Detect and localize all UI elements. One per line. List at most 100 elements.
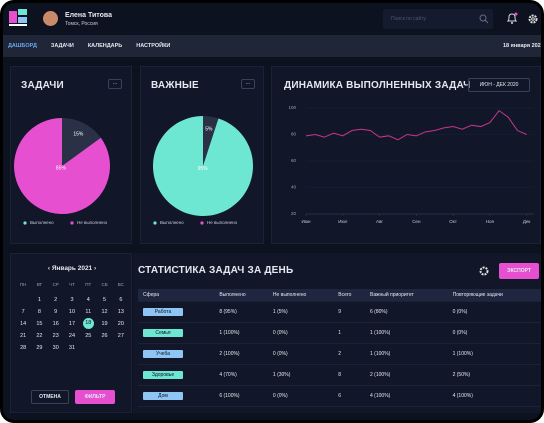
day[interactable]: 10 — [68, 309, 76, 315]
logo[interactable] — [8, 9, 28, 27]
cell-text: 2 (100%) — [370, 371, 391, 378]
day[interactable]: 15 — [36, 321, 43, 327]
y-tick-label: 40 — [291, 185, 297, 190]
cell-text: 4 (70%) — [219, 371, 237, 378]
day[interactable]: 11 — [85, 309, 92, 315]
cell: 6 (100%) — [214, 385, 268, 407]
cell-text: 6 — [338, 392, 342, 399]
header-cell: Всего — [333, 289, 366, 302]
day[interactable]: 31 — [68, 345, 76, 351]
day[interactable]: 2 — [54, 297, 58, 303]
cell-text: 4 (100%) — [370, 392, 391, 399]
range-button[interactable]: ИЮН - ДЕК 2020 — [468, 78, 530, 92]
bell-icon[interactable] — [506, 12, 518, 25]
cell-text: 1 (5%) — [272, 308, 288, 315]
day[interactable]: 29 — [36, 345, 43, 351]
day[interactable]: 28 — [20, 345, 27, 351]
prev-month[interactable]: ‹ — [47, 265, 50, 272]
cell-text: 1 (100%) — [370, 329, 391, 336]
sphere-tag: Дом — [143, 391, 183, 400]
weekday: ВТ — [36, 282, 43, 287]
day[interactable]: 18 — [82, 318, 94, 329]
cell-text: 0 (0%) — [272, 329, 288, 336]
more-button[interactable]: ··· — [108, 79, 122, 89]
nav-item[interactable]: ДАШБОРД — [8, 43, 37, 49]
settings-icon[interactable] — [527, 13, 539, 25]
panel-title: ЗАДАЧИ — [21, 80, 64, 91]
slice-label: 5% — [205, 126, 213, 132]
y-tick-label: 20 — [291, 211, 297, 216]
cell-text: 1 (100%) — [219, 329, 240, 336]
day[interactable]: 5 — [103, 297, 107, 303]
day[interactable]: 30 — [52, 345, 59, 351]
day[interactable]: 12 — [101, 309, 108, 315]
cell: 0 (0%) — [267, 385, 334, 407]
day[interactable]: 4 — [86, 297, 90, 303]
cell: 1 (100%) — [365, 343, 448, 365]
table-title: СТАТИСТИКА ЗАДАЧ ЗА ДЕНЬ — [138, 265, 294, 276]
day[interactable]: 25 — [85, 333, 92, 339]
cell: 0 (0%) — [447, 301, 541, 323]
avatar[interactable] — [43, 11, 58, 26]
cell-text: 2 (50%) — [452, 371, 471, 378]
stats-table: Сфера Выполнено Не выполнено Всего Важный пр… — [138, 289, 541, 407]
day[interactable]: 13 — [117, 309, 124, 315]
cell: 1 (100%) — [447, 343, 541, 365]
cell: 2 (100%) — [214, 343, 268, 365]
legend-label: Выполнено — [30, 220, 54, 225]
legend-dot — [70, 221, 74, 225]
day[interactable]: 9 — [54, 309, 58, 315]
cell-text: 1 (30%) — [272, 371, 291, 378]
settings-icon[interactable] — [478, 265, 490, 277]
cell-text: 0 (0%) — [272, 392, 288, 399]
day[interactable]: 14 — [20, 321, 27, 327]
more-button[interactable]: ··· — [241, 79, 255, 89]
cancel-button[interactable]: ОТМЕНА — [31, 390, 69, 404]
weekday: ПН — [19, 282, 27, 287]
day[interactable]: 6 — [119, 297, 123, 303]
day[interactable]: 26 — [101, 333, 108, 339]
day[interactable]: 19 — [101, 321, 108, 327]
export-button[interactable]: ЭКСПОРТ — [499, 263, 539, 279]
sphere-tag: Семья — [143, 328, 183, 337]
day[interactable]: 20 — [117, 321, 124, 327]
x-tick-label: Ноя — [486, 219, 495, 224]
day[interactable]: 21 — [20, 333, 27, 339]
cell: 1 (5%) — [267, 301, 334, 323]
row: Дом 6 (100%) 0 (0%) 6 4 (100%) 4 (100%) — [138, 385, 541, 407]
search-box[interactable]: Поиск по сайту — [383, 9, 493, 29]
cell: 4 (100%) — [365, 385, 448, 407]
next-month[interactable]: › — [93, 265, 97, 272]
weekday: ЧТ — [69, 282, 75, 287]
nav-item[interactable]: НАСТРОЙКИ — [136, 43, 171, 49]
cell: Здоровье — [138, 364, 215, 386]
panel-title: ДИНАМИКА ВЫПОЛНЕННЫХ ЗАДАЧ — [284, 80, 471, 91]
nav-item[interactable]: КАЛЕНДАРЬ — [87, 43, 123, 49]
day[interactable]: 23 — [52, 333, 59, 339]
slice-label: 85% — [56, 165, 67, 171]
weekday: СР — [52, 282, 59, 287]
day[interactable]: 3 — [70, 297, 74, 303]
cell: 9 — [333, 301, 366, 323]
day[interactable]: 17 — [68, 321, 76, 327]
cell-text: 8 — [338, 371, 342, 378]
day[interactable]: 24 — [68, 333, 76, 339]
x-tick-label: Окт — [449, 219, 457, 224]
cell: 1 (100%) — [365, 322, 448, 344]
day[interactable]: 1 — [37, 297, 41, 303]
nav-item[interactable]: ЗАДАЧИ — [50, 43, 74, 49]
legend-dot — [153, 221, 157, 225]
day[interactable]: 7 — [21, 309, 25, 315]
day[interactable]: 27 — [117, 333, 124, 339]
slice-label: 95% — [198, 166, 209, 172]
cell: Учеба — [138, 343, 215, 365]
filter-button[interactable]: ФИЛЬТР — [75, 390, 115, 404]
dynamics-panel: ДИНАМИКА ВЫПОЛНЕННЫХ ЗАДАЧ ИЮН - ДЕК 202… — [271, 66, 541, 244]
cell-text: 4 (100%) — [452, 392, 473, 399]
day[interactable]: 8 — [37, 309, 41, 315]
cell: 8 — [333, 364, 366, 386]
day[interactable]: 22 — [36, 333, 43, 339]
cell: 2 — [333, 343, 366, 365]
day[interactable]: 16 — [52, 321, 59, 327]
cell-text: 8 (95%) — [219, 308, 237, 315]
